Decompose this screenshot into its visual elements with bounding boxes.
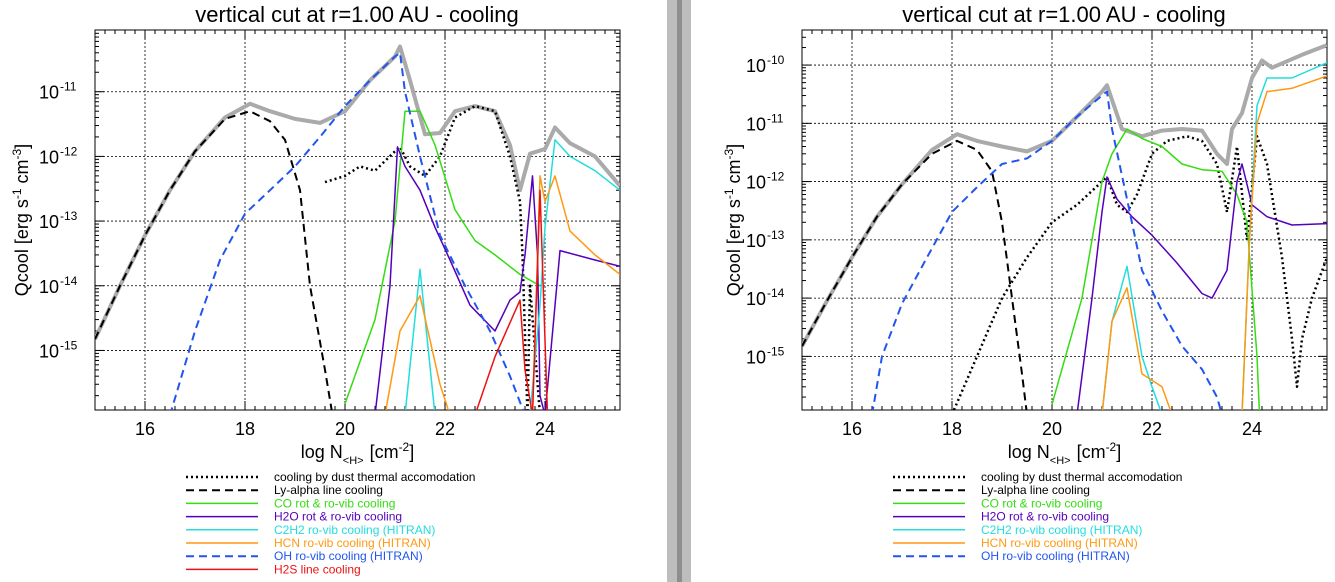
panel1-x-tick-label-24: 24 (535, 419, 555, 439)
panel1-x-tick-label-16: 16 (135, 419, 155, 439)
panel2-y-tick-label-1: 10 (746, 289, 766, 309)
panel1-legend-label-cooling-by-dust-thermal-accomodation: cooling by dust thermal accomodation (274, 470, 475, 484)
panel2-x-tick-label-24: 24 (1242, 419, 1262, 439)
panel1-legend-label-hcn-ro-vib-cooling-hitran: HCN ro-vib cooling (HITRAN) (274, 536, 431, 550)
panel2-y-tick-exponent-0: -15 (767, 344, 785, 358)
panel2-x-tick-label-20: 20 (1042, 419, 1062, 439)
panel1-series-group (95, 44, 620, 410)
panel2-legend-label-hcn-ro-vib-cooling-hitran: HCN ro-vib cooling (HITRAN) (981, 536, 1138, 550)
panel1-series-cooling-by-dust-thermal-accomodation (324, 104, 541, 410)
panel2-legend-label-h2o-rot-ro-vib-cooling: H2O rot & ro-vib cooling (981, 510, 1109, 524)
panel2-x-tick-label-22: 22 (1142, 419, 1162, 439)
panel2-y-tick-exponent-2: -13 (767, 228, 785, 242)
panel2-series-h2o-rot-ro-vib-cooling (1076, 163, 1327, 410)
panel2-legend-label-ly-alpha-line-cooling: Ly-alpha line cooling (981, 483, 1090, 497)
panel1-y-tick-exponent-1: -14 (60, 274, 78, 288)
panel2-x-tick-label-16: 16 (842, 419, 862, 439)
panel2-x-axis-label: log N<H> [cm-2] (1008, 440, 1122, 467)
panel2-legend-label-oh-ro-vib-cooling-hitran: OH ro-vib cooling (HITRAN) (981, 549, 1130, 563)
panel2-series-hcn-ro-vib-cooling-hitran (1101, 75, 1327, 410)
panel2-series-group (802, 43, 1327, 410)
panel1-y-tick-label-0: 10 (39, 341, 59, 361)
panel2-series-oh-ro-vib-cooling-hitran (871, 90, 1222, 410)
panel1-y-tick-exponent-4: -11 (60, 80, 77, 94)
panel2-series-ly-alpha-line-cooling (802, 139, 1028, 410)
panel1-y-tick-label-2: 10 (39, 212, 59, 232)
panel1-y-tick-label-4: 10 (39, 83, 59, 103)
panel2-series-co-rot-ro-vib-cooling (1051, 128, 1261, 410)
panel1-x-tick-label-22: 22 (435, 419, 455, 439)
panel1-legend-label-h2s-line-cooling: H2S line cooling (274, 562, 361, 576)
panel1-y-axis-label: Qcool [erg s-1 cm-3] (10, 144, 32, 296)
panel1-legend-label-h2o-rot-ro-vib-cooling: H2O rot & ro-vib cooling (274, 510, 402, 524)
panel1-legend-label-oh-ro-vib-cooling-hitran: OH ro-vib cooling (HITRAN) (274, 549, 423, 563)
panel2-axes-frame (801, 29, 1328, 411)
panel2-y-axis-label: Qcool [erg s-1 cm-3] (722, 144, 744, 296)
panel2-series-total (802, 43, 1327, 348)
panel1-y-tick-exponent-3: -12 (60, 144, 78, 158)
panel2-y-tick-exponent-5: -10 (767, 53, 785, 67)
panel1-series-h2s-line-cooling (475, 189, 549, 410)
panel1-series-h2o-rot-ro-vib-cooling (374, 146, 620, 410)
panel1-y-tick-exponent-2: -13 (60, 209, 78, 223)
panel1-x-tick-label-20: 20 (335, 419, 355, 439)
panel2-y-tick-label-2: 10 (746, 231, 766, 251)
panel1-series-co-rot-ro-vib-cooling (344, 110, 541, 404)
panel1-x-tick-label-18: 18 (235, 419, 255, 439)
panel1-axes-frame (94, 29, 621, 411)
panel2-title: vertical cut at r=1.00 AU - cooling (902, 2, 1225, 27)
panel2-y-tick-exponent-4: -11 (767, 111, 784, 125)
panel1-y-tick-label-3: 10 (39, 147, 59, 167)
panel2-legend-label-co-rot-ro-vib-cooling: CO rot & ro-vib cooling (981, 496, 1102, 510)
panel1-legend-label-ly-alpha-line-cooling: Ly-alpha line cooling (274, 483, 383, 497)
left-chart-panel: vertical cut at r=1.00 AU - cooling 16 18 2… (10, 2, 621, 576)
panel2-x-tick-label-18: 18 (942, 419, 962, 439)
panel1-y-tick-label-1: 10 (39, 277, 59, 297)
panel2-y-tick-exponent-1: -14 (767, 286, 785, 300)
panel2-legend-label-cooling-by-dust-thermal-accomodation: cooling by dust thermal accomodation (981, 470, 1182, 484)
panel2-legend-label-c2h2-ro-vib-cooling-hitran: C2H2 ro-vib cooling (HITRAN) (981, 523, 1142, 537)
panel1-x-axis-label: log N<H> [cm-2] (301, 440, 415, 467)
panel1-series-oh-ro-vib-cooling-hitran (170, 51, 525, 410)
panel2-y-tick-exponent-3: -12 (767, 170, 785, 184)
panel2-y-tick-label-5: 10 (746, 56, 766, 76)
panel1-title: vertical cut at r=1.00 AU - cooling (195, 2, 518, 27)
panel2-y-tick-label-4: 10 (746, 114, 766, 134)
panel2-series-cooling-by-dust-thermal-accomodation (952, 135, 1327, 410)
panel2-y-tick-label-3: 10 (746, 173, 766, 193)
panel-divider (667, 0, 691, 582)
right-chart-panel: vertical cut at r=1.00 AU - cooling 16 18 2… (722, 2, 1328, 563)
panel1-series-hcn-ro-vib-cooling-hitran (385, 175, 620, 410)
panel2-y-tick-label-0: 10 (746, 347, 766, 367)
panel2-series-c2h2-ro-vib-cooling-hitran (1101, 62, 1327, 410)
panel1-y-tick-exponent-0: -15 (60, 338, 78, 352)
panel1-legend-label-co-rot-ro-vib-cooling: CO rot & ro-vib cooling (274, 496, 395, 510)
panel1-legend-label-c2h2-ro-vib-cooling-hitran: C2H2 ro-vib cooling (HITRAN) (274, 523, 435, 537)
